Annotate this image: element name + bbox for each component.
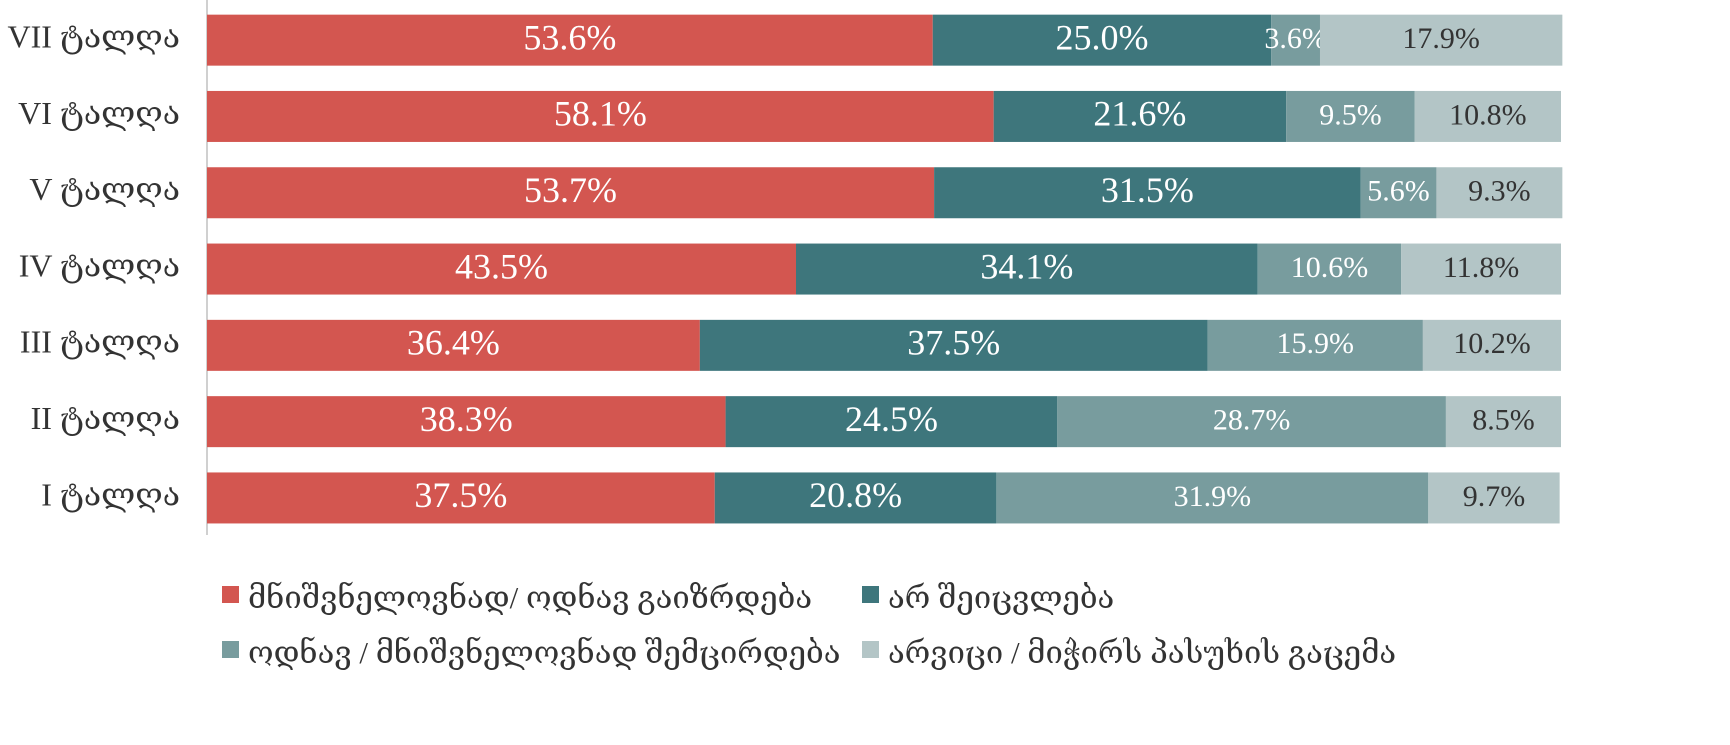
legend-swatch	[222, 586, 239, 603]
data-label: 31.9%	[1174, 480, 1252, 513]
legend-label: ოდნავ / მნიშვნელოვნად შემცირდება	[248, 635, 841, 670]
bar-segment	[932, 14, 1272, 66]
y-tick-label: VI ტალღა	[18, 95, 180, 131]
data-label: 37.5%	[907, 323, 1000, 363]
y-tick-label: II ტალღა	[31, 400, 180, 436]
data-label: 15.9%	[1276, 327, 1354, 360]
legend-label: არვიცი / მიჭირს პასუხის გაცემა	[888, 635, 1396, 670]
legend-swatch	[862, 641, 879, 658]
bar-segment	[1436, 167, 1563, 219]
bar-segment	[207, 167, 935, 219]
bar-segment	[699, 319, 1208, 371]
bar-segment	[1414, 90, 1561, 142]
y-tick-label: V ტალღა	[29, 171, 180, 207]
data-label: 10.6%	[1291, 251, 1369, 284]
bar-segment	[1422, 319, 1561, 371]
bar-segment	[1207, 319, 1423, 371]
legend-label: არ შეიცვლება	[888, 580, 1114, 615]
data-label: 38.3%	[420, 399, 513, 439]
data-label: 53.7%	[524, 170, 617, 210]
bar-segment	[1428, 472, 1560, 524]
bar-segment	[207, 396, 726, 448]
bar-segment	[725, 396, 1058, 448]
data-label: 28.7%	[1213, 404, 1291, 437]
legend-swatch	[862, 586, 879, 603]
data-label: 43.5%	[455, 246, 548, 286]
bar-segment	[795, 243, 1258, 295]
bar-segment	[714, 472, 997, 524]
data-label: 31.5%	[1101, 170, 1194, 210]
data-label: 24.5%	[845, 399, 938, 439]
bar-segment	[993, 90, 1287, 142]
bar-segment	[934, 167, 1361, 219]
bar-segment	[1401, 243, 1561, 295]
data-label: 20.8%	[809, 475, 902, 515]
bar-segment	[1319, 14, 1563, 66]
bar-segment	[207, 472, 715, 524]
data-label: 9.7%	[1463, 480, 1526, 513]
data-label: 5.6%	[1367, 175, 1430, 208]
data-label: 58.1%	[554, 94, 647, 134]
bar-segment	[207, 243, 796, 295]
bar-segment	[1360, 167, 1437, 219]
data-label: 17.9%	[1402, 22, 1480, 55]
y-tick-label: VII ტალღა	[7, 18, 180, 54]
y-tick-label: I ტალღა	[41, 476, 180, 512]
legend-label: მნიშვნელოვნად/ ოდნავ გაიზრდება	[248, 580, 812, 615]
bar-segment	[1257, 243, 1402, 295]
data-label: 11.8%	[1443, 251, 1519, 284]
bar-segment	[207, 319, 700, 371]
bar-segment	[207, 14, 933, 66]
bar-segment	[1057, 396, 1446, 448]
data-label: 3.6%	[1264, 22, 1327, 55]
bar-segment	[1271, 14, 1320, 66]
data-label: 10.2%	[1453, 327, 1531, 360]
data-label: 8.5%	[1472, 404, 1535, 437]
y-tick-label: IV ტალღა	[19, 247, 180, 283]
data-label: 36.4%	[407, 323, 500, 363]
legend-swatch	[222, 641, 239, 658]
data-label: 10.8%	[1449, 98, 1527, 131]
data-label: 53.6%	[523, 17, 616, 57]
data-label: 34.1%	[980, 246, 1073, 286]
data-label: 9.3%	[1468, 175, 1531, 208]
bar-segment	[996, 472, 1429, 524]
y-tick-label: III ტალღა	[20, 324, 180, 360]
data-label: 37.5%	[414, 475, 507, 515]
data-label: 21.6%	[1093, 94, 1186, 134]
bar-segment	[1286, 90, 1415, 142]
data-label: 25.0%	[1055, 17, 1148, 57]
bar-segment	[1445, 396, 1561, 448]
bar-segment	[207, 90, 994, 142]
data-label: 9.5%	[1319, 98, 1382, 131]
